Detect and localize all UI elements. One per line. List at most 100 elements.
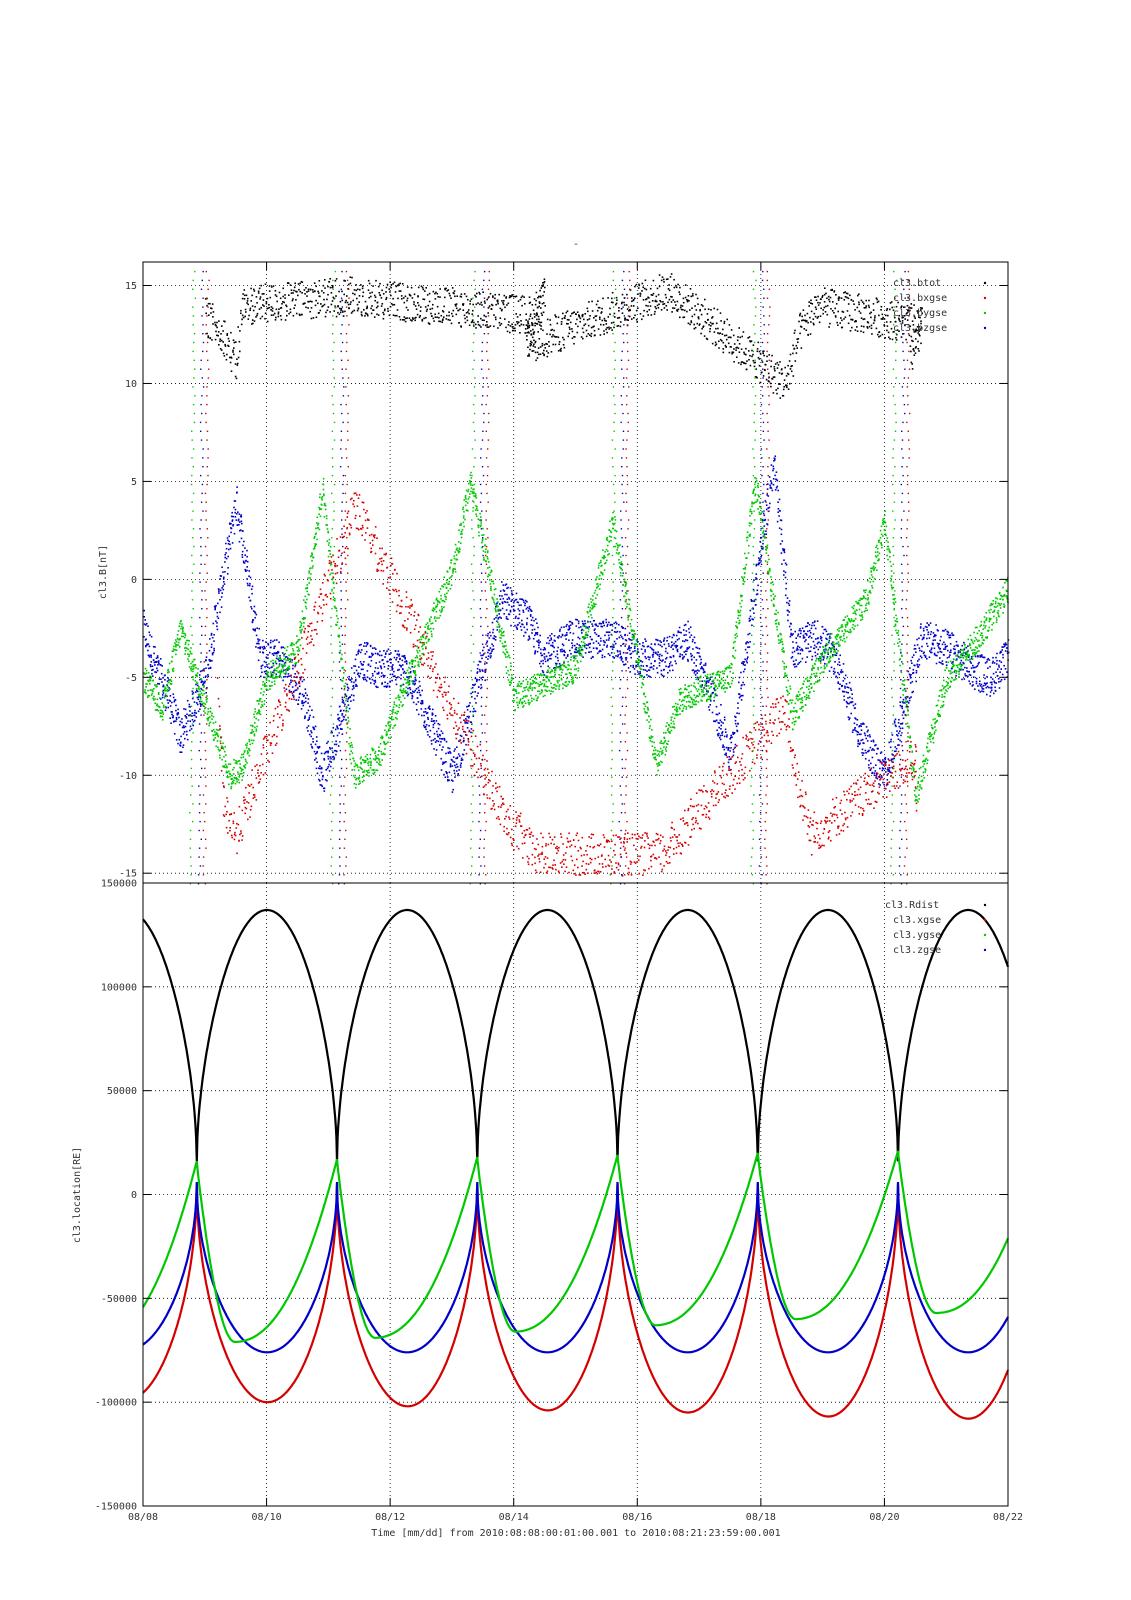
series-point-bygse bbox=[467, 509, 469, 512]
series-point-bzgse bbox=[534, 652, 536, 655]
series-point-bzgse bbox=[603, 644, 605, 646]
series-point-bzgse bbox=[608, 621, 610, 624]
series-point-bzgse bbox=[409, 688, 412, 691]
series-point-bygse bbox=[435, 610, 438, 613]
series-point-bygse bbox=[201, 694, 204, 696]
series-point-bzgse bbox=[578, 637, 581, 640]
series-point-bygse bbox=[635, 639, 638, 641]
series-point-bygse bbox=[629, 623, 631, 625]
series-point-bzgse bbox=[769, 487, 772, 489]
series-point-bzgse bbox=[842, 663, 845, 665]
series-point-bygse bbox=[371, 769, 374, 771]
series-point-bzgse bbox=[347, 698, 349, 700]
series-point-bygse bbox=[599, 583, 601, 586]
series-point-bygse bbox=[327, 531, 330, 534]
series-point-bzgse bbox=[569, 627, 571, 629]
series-point-bzgse bbox=[681, 645, 683, 648]
series-point-bzgse bbox=[325, 769, 327, 771]
series-point-bzgse bbox=[440, 730, 443, 732]
series-point-bygse bbox=[589, 610, 591, 613]
series-point-bzgse bbox=[825, 630, 828, 633]
series-point-bzgse bbox=[494, 636, 497, 638]
series-point-bygse bbox=[589, 609, 591, 612]
series-point-bzgse bbox=[569, 631, 572, 634]
series-point-bzgse bbox=[535, 618, 537, 620]
series-point-bzgse bbox=[609, 623, 612, 626]
series-point-bzgse bbox=[355, 685, 357, 687]
series-point-bygse bbox=[206, 718, 208, 720]
series-point-bygse bbox=[205, 699, 208, 701]
series-point-bzgse bbox=[520, 629, 523, 631]
series-point-bzgse bbox=[822, 632, 825, 635]
series-point-bzgse bbox=[401, 668, 404, 670]
series-point-bzgse bbox=[784, 576, 787, 579]
series-point-bzgse bbox=[903, 710, 905, 713]
series-point-bygse bbox=[582, 641, 585, 644]
series-point-bygse bbox=[145, 686, 147, 688]
series-point-bzgse bbox=[883, 760, 886, 763]
series-point-bygse bbox=[376, 757, 379, 760]
series-point-bygse bbox=[563, 665, 565, 667]
series-point-bzgse bbox=[950, 649, 952, 651]
series-point-bzgse bbox=[423, 714, 425, 717]
series-point-bzgse bbox=[327, 751, 329, 754]
series-point-bygse bbox=[628, 599, 631, 601]
series-point-bygse bbox=[217, 734, 219, 737]
series-point-bzgse bbox=[234, 511, 236, 514]
series-point-bygse bbox=[213, 739, 215, 742]
series-point-bzgse bbox=[456, 766, 459, 768]
series-point-bygse bbox=[494, 588, 497, 590]
series-point-bygse bbox=[676, 713, 678, 716]
series-point-bzgse bbox=[526, 622, 528, 624]
series-point-bygse bbox=[448, 580, 451, 583]
series-point-bygse bbox=[407, 681, 410, 684]
series-point-bygse bbox=[669, 726, 672, 729]
series-point-bzgse bbox=[434, 737, 436, 740]
series-point-bzgse bbox=[285, 688, 288, 690]
series-point-bzgse bbox=[445, 761, 447, 763]
series-point-bzgse bbox=[979, 680, 981, 683]
series-point-bygse bbox=[663, 741, 666, 743]
series-point-bzgse bbox=[957, 644, 959, 647]
series-point-bzgse bbox=[637, 648, 639, 650]
series-point-bzgse bbox=[420, 700, 423, 702]
series-point-bzgse bbox=[722, 722, 724, 724]
series-point-bzgse bbox=[749, 641, 751, 643]
series-point-bygse bbox=[537, 696, 539, 698]
series-point-bzgse bbox=[732, 731, 734, 734]
series-point-bzgse bbox=[685, 639, 687, 641]
series-point-bzgse bbox=[542, 659, 544, 662]
series-point-bzgse bbox=[258, 639, 261, 641]
series-point-bygse bbox=[426, 622, 429, 624]
series-point-bygse bbox=[440, 598, 442, 600]
series-point-bzgse bbox=[769, 480, 772, 482]
series-point-bygse bbox=[464, 496, 467, 498]
series-point-bzgse bbox=[170, 722, 172, 724]
series-point-bygse bbox=[568, 664, 570, 667]
series-point-bzgse bbox=[889, 746, 892, 749]
series-point-bzgse bbox=[497, 617, 500, 619]
series-point-bzgse bbox=[386, 682, 389, 685]
series-point-bzgse bbox=[783, 574, 785, 576]
series-point-bzgse bbox=[664, 650, 667, 653]
series-point-bzgse bbox=[326, 779, 328, 782]
series-point-bygse bbox=[640, 676, 642, 678]
series-point-bygse bbox=[516, 696, 518, 699]
series-point-bygse bbox=[257, 719, 260, 721]
series-point-bzgse bbox=[304, 697, 307, 699]
series-point-bzgse bbox=[980, 655, 983, 657]
series-point-bygse bbox=[279, 657, 281, 660]
series-point-bygse bbox=[441, 606, 443, 608]
series-point-bzgse bbox=[843, 690, 846, 693]
series-point-bygse bbox=[592, 595, 594, 597]
series-point-bygse bbox=[431, 635, 433, 638]
series-point-bzgse bbox=[213, 634, 215, 636]
series-point-bzgse bbox=[654, 652, 657, 655]
series-point-bygse bbox=[283, 663, 286, 666]
series-point-bygse bbox=[192, 670, 194, 673]
series-point-bygse bbox=[414, 670, 416, 672]
series-point-bzgse bbox=[519, 598, 521, 600]
series-point-bzgse bbox=[642, 668, 645, 671]
series-point-bygse bbox=[311, 552, 313, 554]
series-point-bygse bbox=[297, 639, 300, 641]
